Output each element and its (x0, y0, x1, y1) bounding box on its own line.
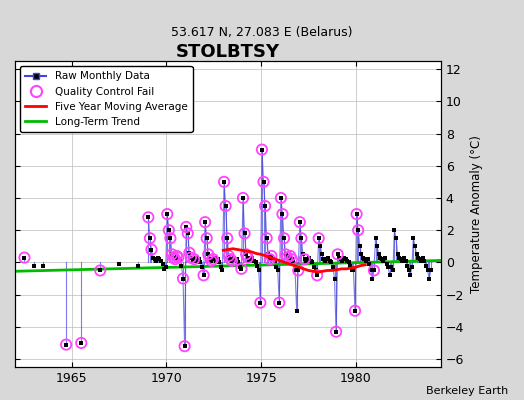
Point (147, 246, 156, 253)
Point (296, 219, 304, 225)
Point (201, 219, 209, 225)
Point (165, 227, 173, 233)
Point (168, 251, 176, 258)
Text: 53.617 N, 27.083 E (Belarus): 53.617 N, 27.083 E (Belarus) (171, 26, 353, 39)
Y-axis label: Temperature Anomaly (°C): Temperature Anomaly (°C) (470, 135, 483, 293)
Point (263, 235, 271, 242)
Legend: Raw Monthly Data, Quality Control Fail, Five Year Moving Average, Long-Term Tren: Raw Monthly Data, Quality Control Fail, … (20, 66, 192, 132)
Point (96, 267, 104, 274)
Point (180, 343, 189, 349)
Point (283, 254, 291, 261)
Point (266, 256, 274, 262)
Point (281, 251, 290, 258)
Point (370, 267, 378, 274)
Point (169, 254, 178, 261)
Point (208, 258, 216, 264)
Point (351, 308, 359, 314)
Point (179, 275, 187, 282)
Point (277, 195, 285, 201)
Point (354, 227, 363, 233)
Point (239, 195, 247, 201)
Point (313, 272, 321, 278)
Point (267, 253, 276, 259)
Point (209, 256, 217, 262)
Point (171, 256, 179, 262)
Point (275, 300, 283, 306)
Point (174, 254, 182, 261)
Point (261, 203, 269, 209)
Point (280, 235, 288, 242)
Point (199, 272, 208, 278)
Point (202, 235, 211, 242)
Point (241, 230, 249, 237)
Point (314, 235, 323, 242)
Point (242, 251, 250, 258)
Point (256, 300, 265, 306)
Point (294, 267, 302, 274)
Point (187, 254, 195, 261)
Point (183, 230, 192, 237)
Point (288, 256, 296, 262)
Point (172, 253, 181, 259)
Point (237, 266, 246, 272)
Point (300, 256, 309, 262)
Point (278, 211, 287, 217)
Point (286, 253, 294, 259)
Point (182, 224, 190, 230)
Point (225, 253, 233, 259)
Text: Berkeley Earth: Berkeley Earth (426, 386, 508, 396)
Point (20, 254, 29, 261)
Point (259, 179, 268, 185)
Point (62, 341, 70, 348)
Point (190, 256, 198, 262)
Point (166, 235, 174, 242)
Point (228, 258, 236, 264)
Point (222, 203, 230, 209)
Point (332, 328, 340, 335)
Point (226, 256, 235, 262)
Point (220, 179, 228, 185)
Point (185, 250, 193, 256)
Point (144, 214, 152, 220)
Point (333, 251, 342, 258)
Point (146, 235, 154, 242)
Point (163, 211, 171, 217)
Title: STOLBTSY: STOLBTSY (176, 43, 280, 61)
Point (258, 146, 266, 153)
Point (244, 254, 252, 261)
Point (77, 340, 85, 346)
Point (353, 211, 361, 217)
Point (204, 251, 212, 258)
Point (223, 235, 232, 242)
Point (297, 235, 305, 242)
